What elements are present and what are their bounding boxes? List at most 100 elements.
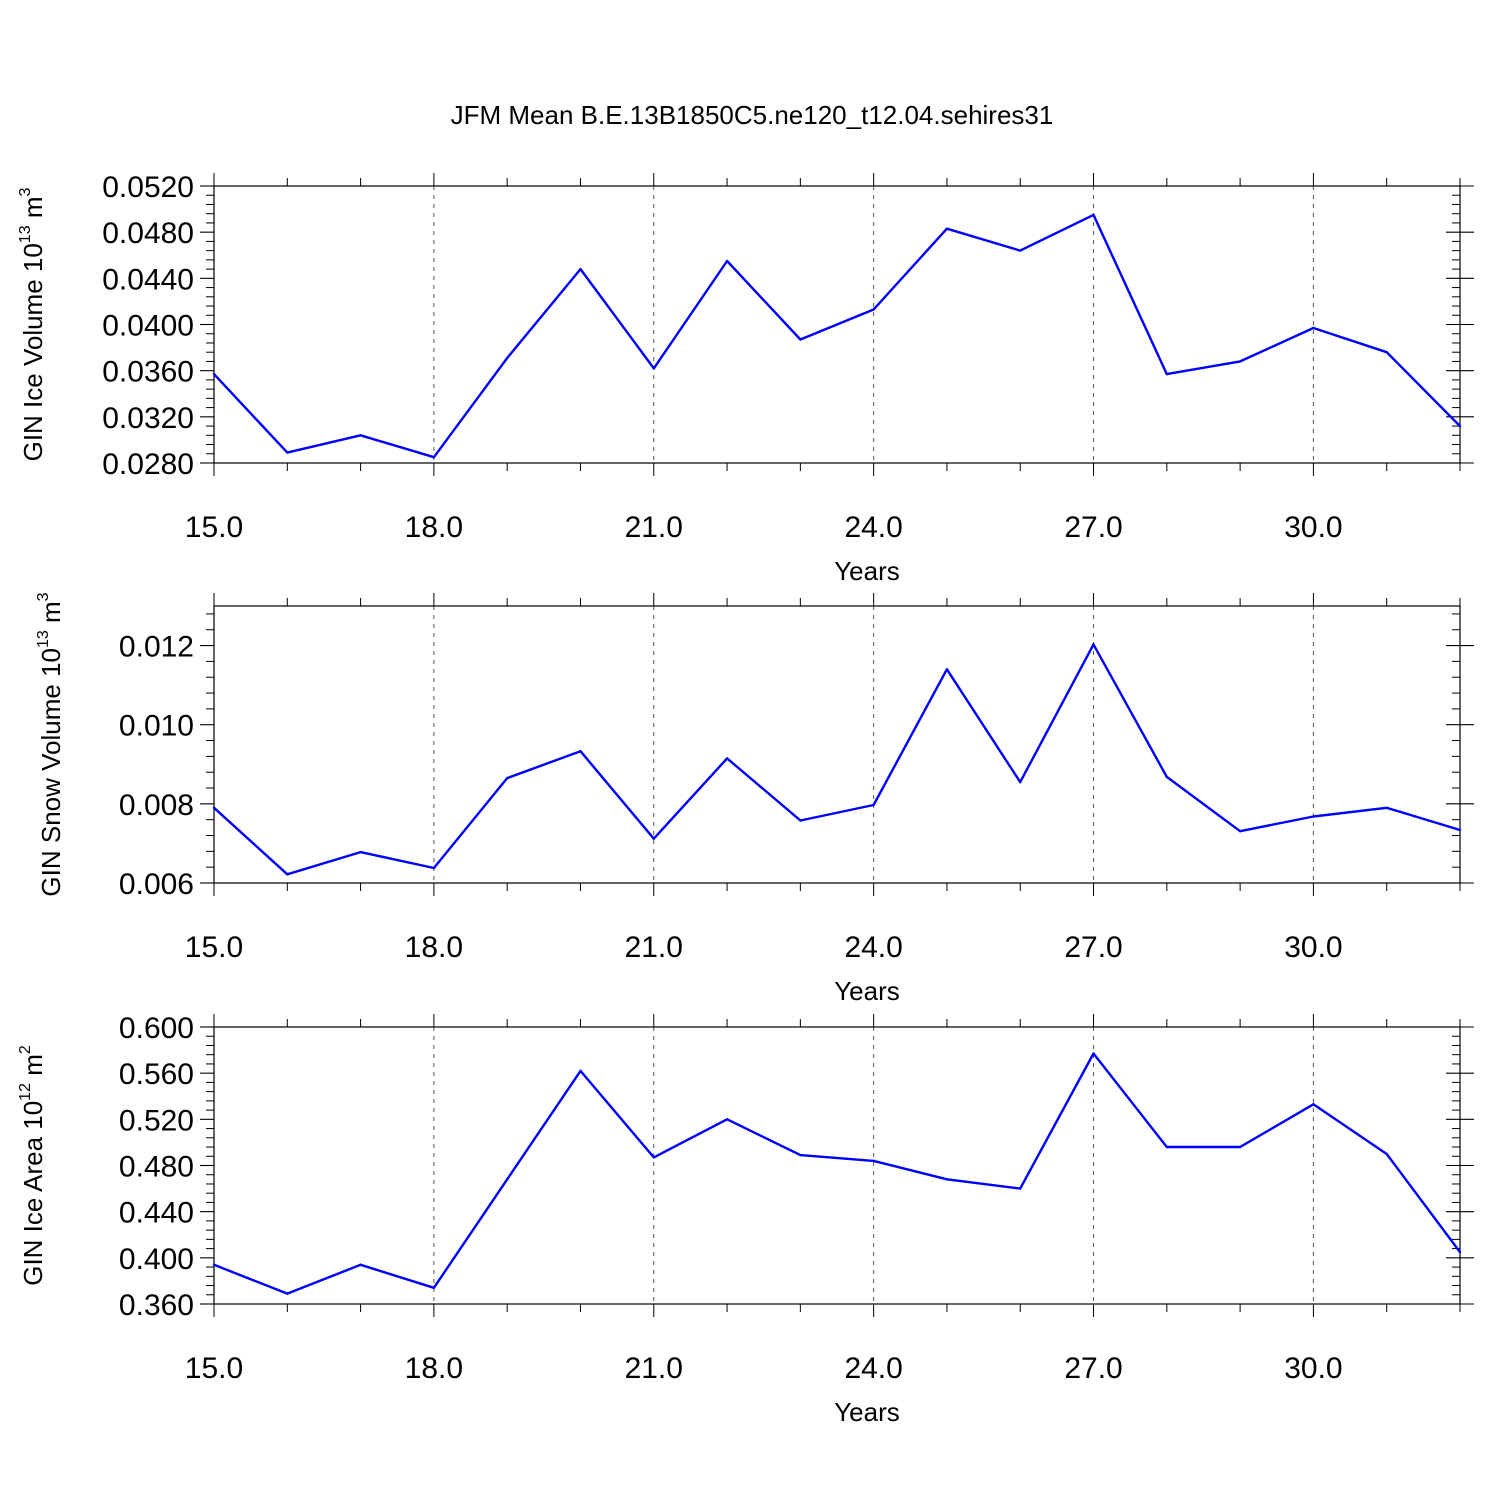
data-point [432,1286,436,1290]
y-axis-label: GIN Ice Area 1012 m2 [17,1045,48,1286]
data-point [1165,372,1169,376]
y-tick-label: 0.600 [119,1012,194,1045]
data-point [945,668,949,671]
y-axis-label: GIN Snow Volume 1013 m3 [35,592,66,896]
data-point [579,1069,582,1073]
y-tick-label: 0.440 [119,1197,194,1230]
data-point [725,1118,729,1121]
data-point [432,456,436,459]
data-point [505,1178,509,1181]
data-point [1238,829,1242,833]
data-point [505,776,509,780]
data-point [652,837,655,840]
panel-2: 0.006 0.008 0.010 0.012 15.0 18.0 21.0 24.0 27.0… [35,592,1474,1006]
data-point [359,434,362,437]
data-point [359,1263,362,1266]
data-point [1019,249,1022,252]
x-tick-label: 18.0 [405,931,463,964]
data-point [799,1153,802,1157]
y-tick-label: 0.560 [119,1058,194,1091]
y-tick-label: 0.0280 [102,448,194,481]
y-tick-label: 0.0360 [102,356,194,389]
x-tick-label: 15.0 [185,1352,243,1385]
x-tick-label: 27.0 [1064,511,1122,544]
data-point [212,806,216,810]
data-point [212,1263,216,1266]
y-tick-label: 0.400 [119,1243,194,1276]
data-point [872,803,875,807]
data-point [1385,806,1388,810]
y-axis-label: GIN Ice Volume 1013 m3 [17,187,48,461]
data-point [579,267,582,271]
x-tick-label: 21.0 [625,511,683,544]
y-tick-label: 0.0400 [102,310,194,343]
x-tick-label: 30.0 [1284,1352,1342,1385]
data-point [1019,1187,1022,1190]
data-point [1458,1250,1462,1254]
data-point [1385,351,1388,354]
y-tick-label: 0.0520 [102,171,194,204]
data-point [1238,1145,1242,1149]
data-point [872,308,875,311]
y-tick-label: 0.480 [119,1151,194,1184]
x-axis-label: Years [834,976,900,1006]
data-point [652,1156,655,1159]
data-point [1312,815,1315,818]
data-point [1092,213,1095,217]
data-point [1238,360,1242,363]
data-point [286,1292,289,1295]
data-point [286,873,289,876]
data-point [212,372,216,376]
data-point [1312,326,1315,330]
panels: 0.0280 0.0320 0.0360 0.0400 0.0440 0.0480 0.05… [17,171,1474,1427]
data-point [1458,424,1462,428]
x-tick-label: 21.0 [625,931,683,964]
x-tick-label: 15.0 [185,931,243,964]
data-point [1019,780,1022,784]
x-tick-label: 15.0 [185,511,243,544]
x-tick-label: 24.0 [844,1352,902,1385]
x-tick-label: 27.0 [1064,931,1122,964]
data-point [945,227,949,230]
y-tick-label: 0.0480 [102,217,194,250]
data-point [359,850,362,854]
data-point [872,1159,875,1163]
data-point [286,451,289,454]
series-line [213,1052,1461,1295]
x-tick-label: 24.0 [844,931,902,964]
y-tick-label: 0.520 [119,1104,194,1137]
plot-frame [213,1026,1461,1305]
x-axis-label: Years [834,556,900,586]
chart-title: JFM Mean B.E.13B1850C5.ne120_t12.04.sehi… [451,100,1054,130]
panel-1: 0.0280 0.0320 0.0360 0.0400 0.0440 0.0480 0.05… [17,171,1474,586]
x-tick-label: 24.0 [844,511,902,544]
plot-frame [213,605,1461,884]
data-point [1385,1152,1388,1156]
y-tick-label: 0.006 [119,868,194,901]
y-tick-label: 0.0320 [102,402,194,435]
y-tick-label: 0.0440 [102,263,194,296]
series-line [213,643,1461,876]
data-point [1092,1052,1095,1055]
data-point [1458,828,1462,832]
series-line [213,213,1461,459]
data-point [725,757,729,760]
x-tick-label: 18.0 [405,1352,463,1385]
data-point [1165,775,1169,779]
data-point [432,866,436,870]
x-tick-label: 18.0 [405,511,463,544]
y-tick-label: 0.360 [119,1289,194,1322]
x-tick-label: 30.0 [1284,931,1342,964]
data-point [725,259,729,263]
y-tick-label: 0.008 [119,789,194,822]
data-point [945,1178,949,1181]
panel-3: 0.360 0.400 0.440 0.480 0.520 0.560 0.600 15.0 1… [17,1012,1474,1427]
x-axis-label: Years [834,1397,900,1427]
y-tick-label: 0.010 [119,710,194,743]
data-point [799,819,802,822]
data-point [1092,643,1095,646]
data-point [1312,1103,1315,1106]
data-point [652,367,655,370]
x-tick-label: 21.0 [625,1352,683,1385]
